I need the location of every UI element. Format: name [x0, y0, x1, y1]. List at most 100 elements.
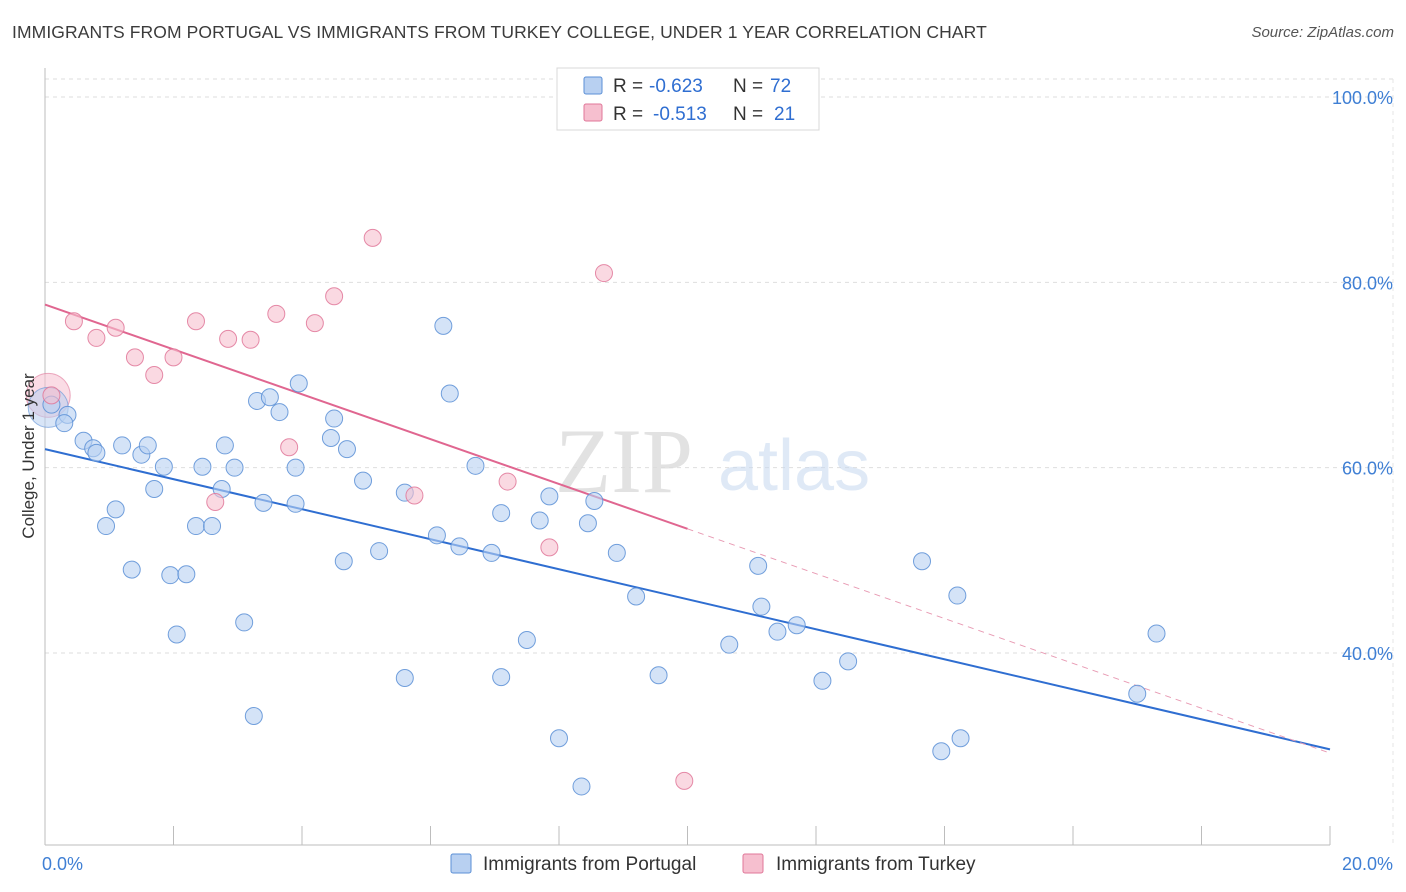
legend-n-value-turkey: 21 — [774, 104, 795, 125]
point-portugal — [530, 511, 549, 530]
point-portugal — [482, 543, 501, 562]
point-turkey — [267, 304, 286, 323]
point-turkey — [145, 366, 164, 384]
chart-title: IMMIGRANTS FROM PORTUGAL VS IMMIGRANTS F… — [12, 22, 987, 42]
point-portugal — [286, 494, 305, 513]
point-portugal — [932, 742, 951, 761]
point-turkey — [405, 486, 424, 505]
point-portugal — [106, 500, 125, 519]
point-portugal — [138, 436, 157, 455]
point-portugal — [186, 517, 205, 536]
point-turkey — [186, 312, 205, 331]
source-label: Source: ZipAtlas.com — [1251, 24, 1394, 41]
point-portugal — [627, 587, 646, 606]
point-turkey — [363, 228, 382, 247]
y-tick-label: 40.0% — [1342, 644, 1393, 664]
legend-n-label-turkey: N = — [733, 104, 763, 125]
point-portugal — [289, 374, 308, 393]
point-portugal — [1128, 684, 1147, 703]
y-tick-labels: 40.0% 60.0% 80.0% 100.0% — [1332, 88, 1393, 664]
point-turkey — [280, 438, 299, 457]
point-portugal — [450, 537, 469, 556]
point-portugal — [337, 440, 356, 459]
point-turkey — [106, 318, 125, 337]
bottom-legend-swatch-turkey — [742, 853, 764, 874]
point-turkey — [540, 538, 559, 557]
bottom-legend-label-portugal: Immigrants from Portugal — [483, 854, 696, 875]
point-portugal — [768, 622, 787, 641]
watermark-atlas: atlas — [718, 426, 870, 506]
trend-line-turkey — [44, 303, 688, 530]
point-turkey — [594, 264, 613, 283]
point-portugal — [270, 403, 289, 422]
watermark: ZIP atlas — [555, 410, 870, 512]
point-turkey — [125, 348, 144, 367]
point-portugal — [215, 436, 234, 455]
point-portugal — [440, 384, 459, 403]
point-portugal — [334, 552, 353, 571]
x-tick-label: 0.0% — [42, 854, 83, 874]
stats-legend: R = -0.623 N = 72 R = -0.513 N = 21 — [556, 67, 820, 131]
x-tick-labels: 0.0% 20.0% — [42, 854, 1393, 874]
point-portugal — [752, 597, 771, 616]
point-portugal — [97, 517, 116, 536]
point-portugal — [813, 671, 832, 690]
point-portugal — [122, 560, 141, 579]
point-turkey — [675, 771, 694, 790]
point-turkey — [42, 386, 61, 405]
point-portugal — [145, 479, 164, 498]
point-turkey — [64, 312, 83, 331]
point-turkey — [87, 328, 106, 347]
point-portugal — [254, 493, 273, 512]
legend-n-label-portugal: N = — [733, 76, 763, 97]
point-portugal — [286, 458, 305, 477]
point-portugal — [540, 487, 559, 506]
series-legend: Immigrants from Portugal Immigrants from… — [450, 853, 976, 875]
point-portugal — [167, 625, 186, 644]
point-portugal — [720, 635, 739, 654]
point-turkey — [241, 330, 260, 349]
data-points — [25, 228, 1166, 796]
point-portugal — [1147, 624, 1166, 643]
y-axis-label: College, Under 1 year — [19, 373, 38, 539]
point-portugal — [787, 616, 806, 635]
y-tick-label: 100.0% — [1332, 88, 1393, 108]
point-portugal — [578, 514, 597, 533]
point-portugal — [492, 504, 511, 523]
point-turkey — [164, 348, 183, 367]
legend-n-value-portugal: 72 — [770, 76, 791, 97]
point-portugal — [517, 631, 536, 650]
point-portugal — [55, 414, 74, 433]
point-portugal — [370, 542, 389, 561]
y-tick-label: 80.0% — [1342, 273, 1393, 293]
point-portugal — [913, 552, 932, 571]
point-turkey — [219, 329, 238, 348]
point-portugal — [749, 556, 768, 575]
axes — [44, 68, 1331, 846]
legend-swatch-turkey — [583, 103, 603, 122]
point-turkey — [206, 492, 225, 511]
point-portugal — [244, 707, 263, 726]
point-portugal — [203, 517, 222, 536]
point-portugal — [193, 457, 212, 476]
point-portugal — [225, 458, 244, 477]
point-portugal — [492, 668, 511, 687]
point-portugal — [161, 566, 180, 585]
point-portugal — [260, 388, 279, 407]
point-portugal — [113, 436, 132, 455]
bottom-legend-swatch-portugal — [450, 853, 472, 874]
point-portugal — [550, 729, 568, 748]
legend-swatch-portugal — [583, 76, 603, 95]
legend-r-value-turkey: -0.513 — [653, 104, 707, 125]
point-portugal — [321, 429, 340, 448]
legend-r-value-portugal: -0.623 — [649, 76, 703, 97]
point-portugal — [395, 669, 414, 688]
point-portugal — [572, 777, 591, 796]
point-portugal — [585, 492, 604, 511]
trend-line-turkey-extension — [687, 528, 1331, 754]
point-portugal — [325, 409, 344, 428]
bottom-legend-label-turkey: Immigrants from Turkey — [776, 854, 976, 875]
point-turkey — [498, 472, 517, 491]
point-portugal — [466, 456, 485, 475]
